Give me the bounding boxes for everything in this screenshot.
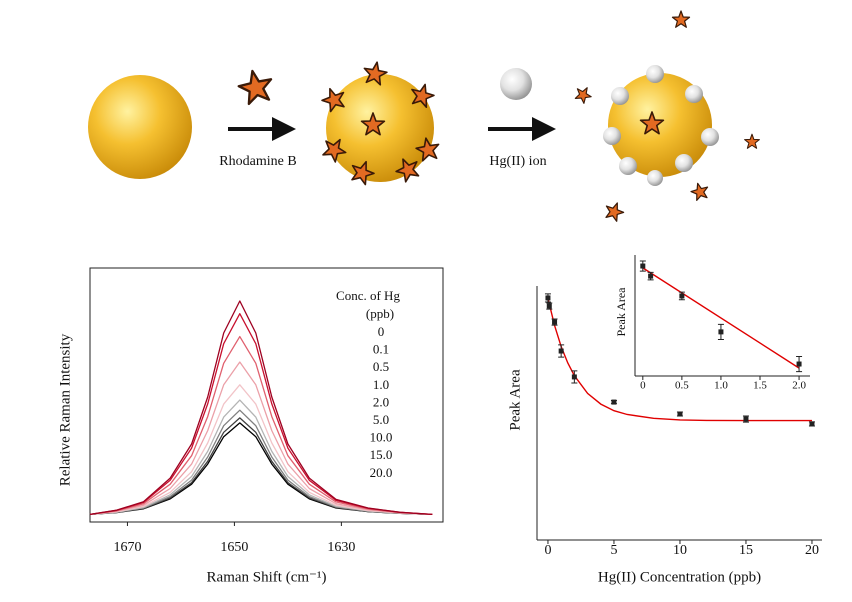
y-axis-label: Relative Raman Intensity xyxy=(57,333,73,486)
legend-entry: 0 xyxy=(378,324,385,339)
legend-subtitle: (ppb) xyxy=(366,306,394,321)
legend-entry: 0.5 xyxy=(373,359,389,374)
data-point xyxy=(558,348,564,354)
spectrum xyxy=(89,384,433,516)
spectrum xyxy=(89,361,433,516)
y-axis-label: Peak Area xyxy=(614,287,628,337)
data-point xyxy=(552,319,558,325)
x-tick-label: 0 xyxy=(640,380,646,392)
data-point xyxy=(809,421,815,427)
legend-entry: 5.0 xyxy=(373,412,389,427)
fit-line xyxy=(642,267,800,369)
x-tick-label: 1.5 xyxy=(753,380,767,392)
data-point xyxy=(611,399,617,405)
spectrum xyxy=(89,300,433,516)
legend-title: Conc. of Hg xyxy=(336,288,400,303)
data-point xyxy=(718,329,724,335)
x-axis-label: Hg(II) Concentration (ppb) xyxy=(598,569,761,585)
schematic: Rhodamine B Hg(II) ion xyxy=(88,10,760,224)
y-axis-label: Peak Area xyxy=(507,369,523,431)
legend-entry: 10.0 xyxy=(370,430,393,445)
x-tick-label: 0 xyxy=(544,543,551,558)
data-point xyxy=(743,416,749,422)
x-tick-label: 1670 xyxy=(113,540,141,555)
legend-entry: 1.0 xyxy=(373,377,389,392)
data-point xyxy=(571,374,577,380)
x-tick-label: 1630 xyxy=(327,540,355,555)
x-tick-label: 15 xyxy=(739,543,753,558)
gold-nanoparticle xyxy=(326,74,434,182)
x-axis-label: Raman Shift (cm⁻¹) xyxy=(207,569,327,585)
step-label: Rhodamine B xyxy=(219,154,296,169)
x-tick-label: 1650 xyxy=(220,540,248,555)
data-point xyxy=(545,295,551,301)
legend-entry: 0.1 xyxy=(373,342,389,357)
plot-frame xyxy=(89,267,444,523)
x-tick-label: 0.5 xyxy=(675,380,689,392)
x-tick-label: 1.0 xyxy=(714,380,728,392)
bound-hg xyxy=(603,65,719,186)
gold-nanoparticle xyxy=(608,73,712,177)
gold-nanoparticle xyxy=(88,75,192,179)
data-point xyxy=(677,411,683,417)
data-point xyxy=(640,263,646,269)
legend-entry: 15.0 xyxy=(370,447,393,462)
x-tick-label: 5 xyxy=(610,543,617,558)
spectrum xyxy=(89,335,433,516)
x-tick-label: 2.0 xyxy=(792,380,806,392)
data-point xyxy=(796,361,802,367)
data-point xyxy=(648,273,654,279)
data-point xyxy=(546,303,552,309)
data-point xyxy=(679,293,685,299)
legend-entry: 2.0 xyxy=(373,394,389,409)
legend-entry: 20.0 xyxy=(370,465,393,480)
x-tick-label: 20 xyxy=(805,543,819,558)
hg-ion xyxy=(500,68,532,100)
step-label: Hg(II) ion xyxy=(489,154,546,169)
fit-line xyxy=(547,298,812,422)
rhodamine-star xyxy=(235,66,277,107)
x-tick-label: 10 xyxy=(673,543,687,558)
